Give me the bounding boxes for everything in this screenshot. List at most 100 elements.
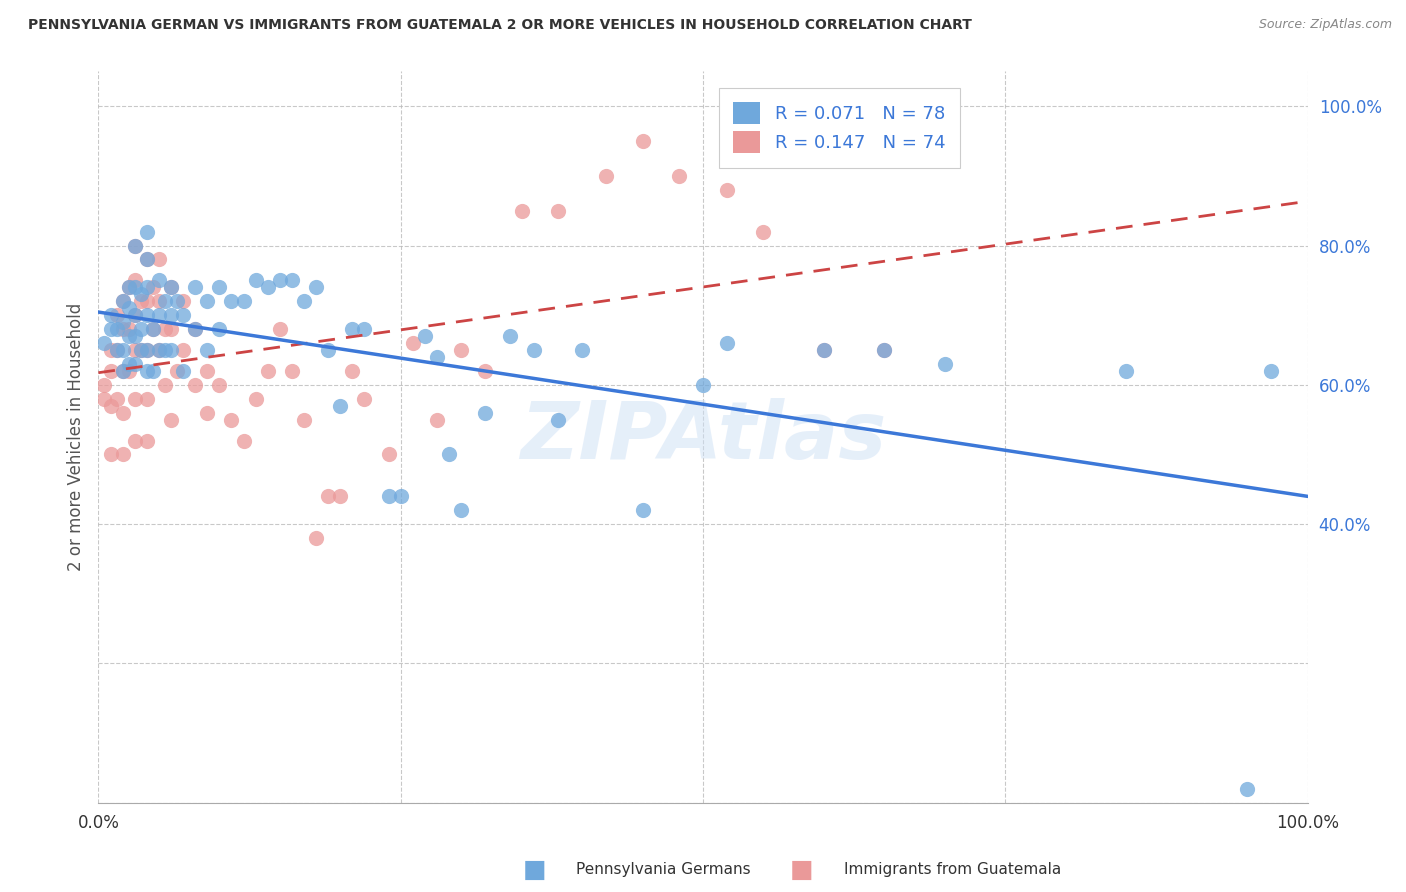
Point bbox=[111, 406, 134, 420]
Point bbox=[316, 489, 339, 503]
Point bbox=[129, 343, 152, 357]
Point bbox=[100, 399, 122, 413]
Point bbox=[118, 322, 141, 336]
Point bbox=[752, 225, 775, 239]
Point bbox=[402, 336, 425, 351]
Point bbox=[105, 343, 128, 357]
Point bbox=[153, 343, 176, 357]
Point bbox=[118, 357, 141, 371]
Point bbox=[124, 238, 146, 252]
Point bbox=[135, 343, 157, 357]
Point bbox=[208, 322, 231, 336]
Point bbox=[111, 364, 134, 378]
Point bbox=[184, 322, 207, 336]
Point bbox=[135, 308, 157, 322]
Point bbox=[292, 294, 315, 309]
Point bbox=[281, 364, 304, 378]
Point bbox=[135, 225, 157, 239]
Point bbox=[148, 294, 170, 309]
Point bbox=[166, 294, 188, 309]
Point bbox=[153, 322, 176, 336]
Point bbox=[547, 203, 569, 218]
Point bbox=[353, 322, 375, 336]
Point bbox=[93, 377, 115, 392]
Point bbox=[160, 343, 183, 357]
Point bbox=[100, 343, 122, 357]
Point bbox=[245, 273, 267, 287]
Point bbox=[105, 322, 128, 336]
Point bbox=[172, 343, 194, 357]
Point bbox=[389, 489, 412, 503]
Point bbox=[305, 280, 328, 294]
Point bbox=[135, 252, 157, 267]
Point bbox=[934, 357, 956, 371]
Point bbox=[111, 448, 134, 462]
Point bbox=[124, 238, 146, 252]
Point bbox=[93, 336, 115, 351]
Point bbox=[232, 294, 254, 309]
Point bbox=[100, 322, 122, 336]
Point bbox=[377, 448, 399, 462]
Point bbox=[245, 392, 267, 406]
Point bbox=[329, 399, 352, 413]
Point bbox=[668, 169, 690, 183]
Point bbox=[100, 364, 122, 378]
Point bbox=[160, 412, 183, 426]
Point bbox=[124, 273, 146, 287]
Y-axis label: 2 or more Vehicles in Household: 2 or more Vehicles in Household bbox=[66, 303, 84, 571]
Point bbox=[547, 412, 569, 426]
Point bbox=[1236, 781, 1258, 796]
Point bbox=[135, 343, 157, 357]
Text: Pennsylvania Germans: Pennsylvania Germans bbox=[576, 863, 751, 877]
Point bbox=[523, 343, 546, 357]
Point bbox=[111, 322, 134, 336]
Point bbox=[129, 294, 152, 309]
Point bbox=[111, 343, 134, 357]
Text: PENNSYLVANIA GERMAN VS IMMIGRANTS FROM GUATEMALA 2 OR MORE VEHICLES IN HOUSEHOLD: PENNSYLVANIA GERMAN VS IMMIGRANTS FROM G… bbox=[28, 18, 972, 32]
Point bbox=[450, 343, 472, 357]
Point bbox=[813, 343, 835, 357]
Point bbox=[353, 392, 375, 406]
Point bbox=[129, 287, 152, 301]
Point bbox=[111, 364, 134, 378]
Point bbox=[426, 412, 449, 426]
Point bbox=[232, 434, 254, 448]
Point bbox=[474, 364, 496, 378]
Point bbox=[256, 364, 278, 378]
Point bbox=[148, 252, 170, 267]
Point bbox=[135, 434, 157, 448]
Point bbox=[269, 273, 291, 287]
Legend: R = 0.071   N = 78, R = 0.147   N = 74: R = 0.071 N = 78, R = 0.147 N = 74 bbox=[718, 87, 960, 168]
Point bbox=[281, 273, 304, 287]
Point bbox=[208, 377, 231, 392]
Point bbox=[105, 308, 128, 322]
Point bbox=[221, 294, 243, 309]
Point bbox=[474, 406, 496, 420]
Point bbox=[437, 448, 460, 462]
Point bbox=[292, 412, 315, 426]
Point bbox=[692, 377, 714, 392]
Point bbox=[148, 343, 170, 357]
Point bbox=[172, 308, 194, 322]
Point bbox=[124, 357, 146, 371]
Point bbox=[148, 343, 170, 357]
Point bbox=[135, 294, 157, 309]
Point bbox=[195, 294, 218, 309]
Point bbox=[135, 252, 157, 267]
Point bbox=[305, 531, 328, 545]
Point bbox=[316, 343, 339, 357]
Point bbox=[153, 377, 176, 392]
Point bbox=[195, 343, 218, 357]
Point bbox=[172, 364, 194, 378]
Point bbox=[256, 280, 278, 294]
Point bbox=[342, 322, 364, 336]
Point bbox=[184, 280, 207, 294]
Point bbox=[1115, 364, 1137, 378]
Point bbox=[148, 308, 170, 322]
Point bbox=[153, 294, 176, 309]
Point bbox=[105, 343, 128, 357]
Text: ZIPAtlas: ZIPAtlas bbox=[520, 398, 886, 476]
Point bbox=[129, 343, 152, 357]
Point bbox=[413, 329, 436, 343]
Point bbox=[118, 301, 141, 316]
